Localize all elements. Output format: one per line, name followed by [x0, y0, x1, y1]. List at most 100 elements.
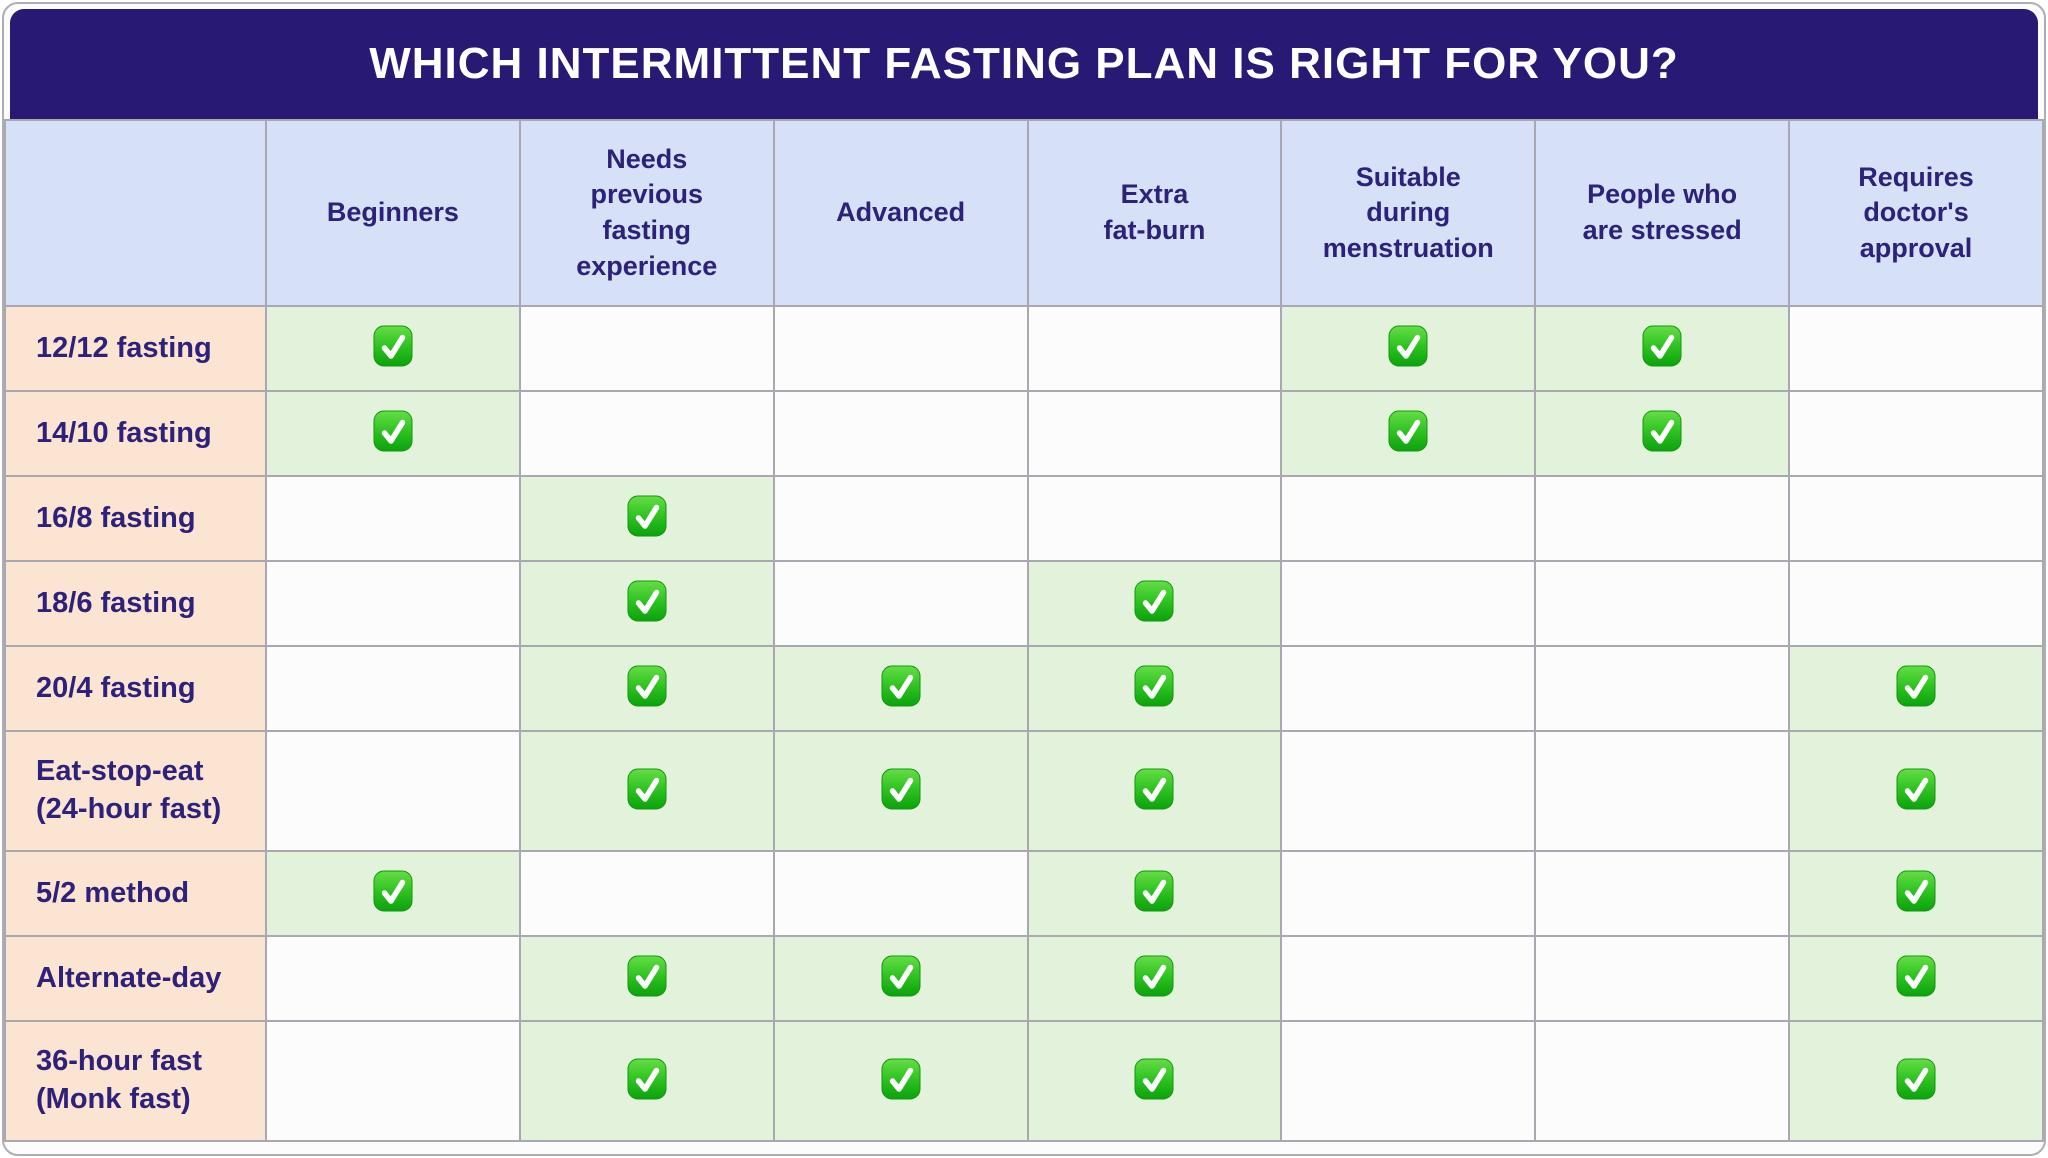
check-icon: [881, 768, 921, 810]
check-cell: [518, 1020, 775, 1142]
check-cell: [1534, 390, 1791, 477]
empty-cell: [1788, 560, 2044, 647]
check-cell: [772, 730, 1029, 852]
empty-cell: [1280, 1020, 1537, 1142]
check-icon: [373, 325, 413, 367]
empty-cell: [1280, 730, 1537, 852]
empty-cell: [1026, 390, 1283, 477]
check-cell: [1026, 560, 1283, 647]
check-cell: [1026, 1020, 1283, 1142]
empty-cell: [772, 390, 1029, 477]
column-header: Extra fat-burn: [1026, 119, 1283, 307]
empty-cell: [1788, 390, 2044, 477]
empty-cell: [265, 935, 521, 1022]
check-icon: [627, 768, 667, 810]
check-cell: [1788, 645, 2044, 732]
check-cell: [1788, 1020, 2044, 1142]
empty-cell: [772, 560, 1029, 647]
empty-cell: [1534, 850, 1791, 937]
check-cell: [772, 1020, 1029, 1142]
check-icon: [373, 410, 413, 452]
empty-cell: [1534, 1020, 1791, 1142]
column-header: Suitable during menstruation: [1280, 119, 1537, 307]
check-cell: [518, 935, 775, 1022]
plan-row: 12/12 fasting: [4, 305, 2044, 392]
plan-row: Alternate-day: [4, 935, 2044, 1022]
check-icon: [881, 955, 921, 997]
empty-cell: [265, 560, 521, 647]
empty-cell: [1534, 935, 1791, 1022]
check-cell: [518, 475, 775, 562]
empty-cell: [1534, 645, 1791, 732]
check-icon: [627, 955, 667, 997]
column-header: Advanced: [772, 119, 1029, 307]
check-icon: [1896, 768, 1936, 810]
row-label: 14/10 fasting: [4, 390, 267, 477]
empty-cell: [1534, 475, 1791, 562]
check-icon: [627, 665, 667, 707]
check-icon: [1134, 955, 1174, 997]
title-bar: WHICH INTERMITTENT FASTING PLAN IS RIGHT…: [10, 9, 2038, 119]
empty-cell: [1280, 935, 1537, 1022]
empty-cell: [1280, 475, 1537, 562]
empty-cell: [265, 475, 521, 562]
plan-row: 16/8 fasting: [4, 475, 2044, 562]
check-cell: [772, 935, 1029, 1022]
plan-row: 14/10 fasting: [4, 390, 2044, 477]
empty-cell: [518, 305, 775, 392]
empty-cell: [1788, 305, 2044, 392]
empty-cell: [265, 645, 521, 732]
check-icon: [1642, 325, 1682, 367]
check-icon: [1896, 870, 1936, 912]
check-icon: [1134, 870, 1174, 912]
check-icon: [627, 580, 667, 622]
plan-row: 5/2 method: [4, 850, 2044, 937]
empty-cell: [265, 1020, 521, 1142]
header-row: Beginners Needs previous fasting experien…: [4, 119, 2044, 307]
empty-cell: [1026, 475, 1283, 562]
empty-cell: [1280, 850, 1537, 937]
plan-row: Eat-stop-eat (24-hour fast): [4, 730, 2044, 852]
column-header: Beginners: [265, 119, 521, 307]
row-label: Eat-stop-eat (24-hour fast): [4, 730, 267, 852]
check-cell: [1534, 305, 1791, 392]
check-icon: [1896, 1058, 1936, 1100]
column-header: Requires doctor's approval: [1788, 119, 2044, 307]
check-icon: [1388, 325, 1428, 367]
empty-cell: [518, 850, 775, 937]
empty-cell: [1534, 560, 1791, 647]
check-cell: [518, 730, 775, 852]
fasting-plan-table: Beginners Needs previous fasting experien…: [4, 119, 2044, 1142]
empty-cell: [772, 305, 1029, 392]
empty-cell: [772, 850, 1029, 937]
empty-cell: [1280, 645, 1537, 732]
plan-row: 18/6 fasting: [4, 560, 2044, 647]
empty-cell: [1788, 475, 2044, 562]
check-cell: [1788, 935, 2044, 1022]
check-cell: [265, 305, 521, 392]
check-icon: [1134, 665, 1174, 707]
row-label: 18/6 fasting: [4, 560, 267, 647]
check-icon: [881, 1058, 921, 1100]
check-icon: [1134, 1058, 1174, 1100]
check-cell: [518, 645, 775, 732]
empty-cell: [265, 730, 521, 852]
row-label: 16/8 fasting: [4, 475, 267, 562]
empty-cell: [1280, 560, 1537, 647]
corner-cell: [4, 119, 267, 307]
check-icon: [1388, 410, 1428, 452]
check-icon: [373, 870, 413, 912]
table-body: 12/12 fasting 14/10 fasting 16/8 fasting 18…: [4, 305, 2044, 1142]
check-cell: [1026, 730, 1283, 852]
check-cell: [1788, 850, 2044, 937]
row-label: Alternate-day: [4, 935, 267, 1022]
check-cell: [1026, 850, 1283, 937]
check-cell: [518, 560, 775, 647]
empty-cell: [1026, 305, 1283, 392]
empty-cell: [772, 475, 1029, 562]
row-label: 12/12 fasting: [4, 305, 267, 392]
check-cell: [265, 390, 521, 477]
check-cell: [772, 645, 1029, 732]
